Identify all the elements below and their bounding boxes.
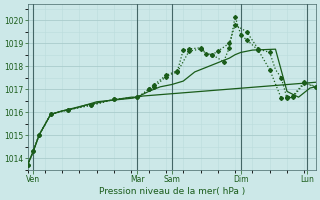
X-axis label: Pression niveau de la mer( hPa ): Pression niveau de la mer( hPa )	[99, 187, 245, 196]
